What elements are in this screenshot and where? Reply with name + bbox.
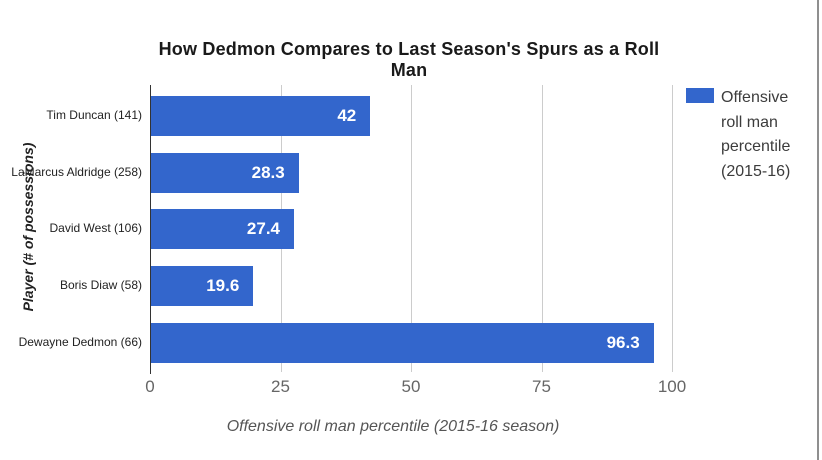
- category-label: LaMarcus Aldridge (258): [11, 164, 142, 179]
- bar-value-label: 28.3: [251, 162, 285, 182]
- bar-value-label: 96.3: [606, 332, 640, 352]
- x-axis-title: Offensive roll man percentile (2015-16 s…: [226, 418, 560, 435]
- x-tick-label: 75: [532, 377, 551, 396]
- category-label: Tim Duncan (141): [46, 108, 142, 122]
- x-tick-label: 25: [271, 377, 290, 396]
- legend-label-line: roll man: [721, 113, 778, 131]
- bar: 19.6: [151, 266, 254, 307]
- bar-value-label: 27.4: [246, 219, 281, 239]
- bar-value-label: 42: [337, 106, 357, 125]
- legend-label-line: Offensive: [721, 89, 789, 106]
- x-tick-label: 50: [401, 377, 421, 396]
- x-tick-label: 100: [657, 377, 687, 396]
- gridline: [411, 85, 412, 372]
- chart-title: How Dedmon Compares to Last Season's Spu…: [158, 39, 660, 80]
- gridline: [541, 85, 543, 372]
- window-right-edge: [817, 0, 819, 460]
- bar: 27.4: [151, 209, 295, 250]
- legend-label-line: percentile: [721, 138, 791, 156]
- gridline: [672, 85, 673, 372]
- category-label: David West (106): [49, 221, 142, 236]
- legend-label-line: (2015-16): [721, 162, 791, 180]
- x-tick-label: 0: [145, 377, 155, 396]
- category-label: Dewayne Dedmon (66): [18, 334, 142, 349]
- bar-value-label: 19.6: [206, 276, 240, 296]
- bar: 28.3: [151, 152, 299, 193]
- plot-area: 42 28.3 27.4 19.6 96.3: [150, 85, 673, 374]
- legend-label: Offensive roll man percentile (2015-16): [721, 86, 817, 184]
- bar: 42: [151, 96, 371, 136]
- y-axis-line: [150, 85, 151, 374]
- category-label: Boris Diaw (58): [59, 278, 142, 293]
- legend-swatch: [686, 88, 714, 103]
- bar: 96.3: [151, 322, 654, 363]
